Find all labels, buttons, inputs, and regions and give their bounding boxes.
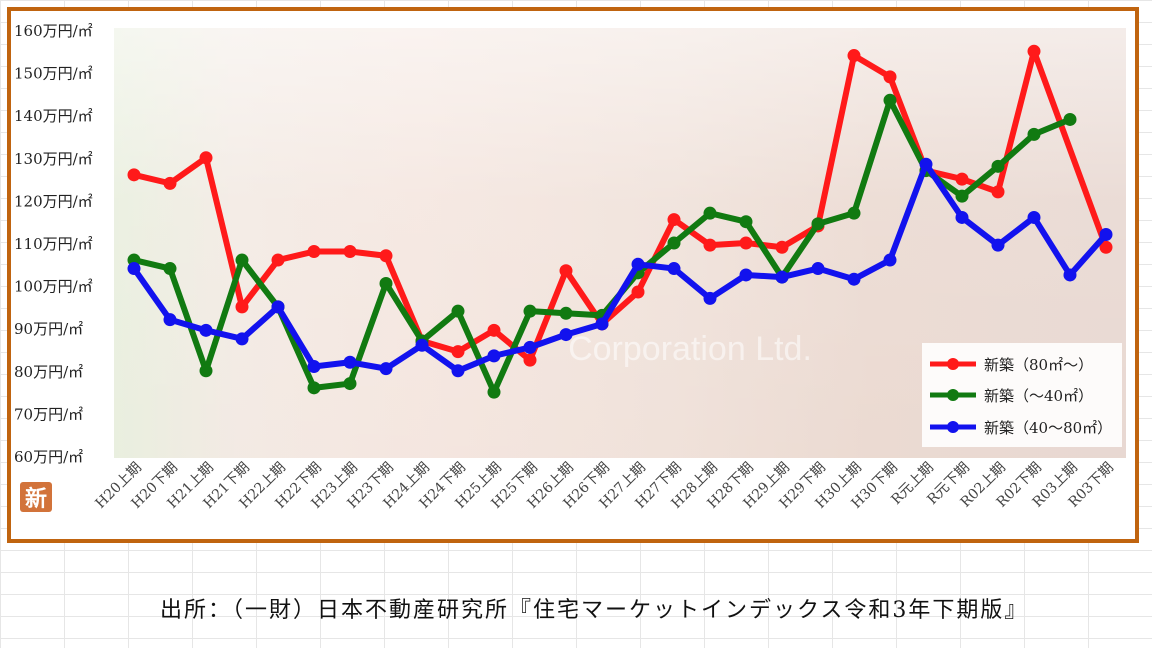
data-point [559, 264, 573, 278]
data-point [487, 323, 501, 337]
data-point [739, 215, 753, 229]
y-tick-label: 150万円/㎡ [14, 65, 93, 83]
data-point [739, 236, 753, 250]
data-point [163, 313, 177, 327]
data-point [1027, 210, 1041, 224]
data-point [991, 238, 1005, 252]
data-point [163, 176, 177, 190]
data-point [343, 355, 357, 369]
data-point [739, 268, 753, 282]
y-tick-label: 70万円/㎡ [14, 405, 83, 423]
legend-label: 新築（～40㎡） [984, 386, 1094, 405]
y-tick-label: 80万円/㎡ [14, 363, 83, 381]
y-tick-label: 60万円/㎡ [14, 448, 83, 466]
data-point [955, 210, 969, 224]
data-point [955, 189, 969, 203]
data-point [307, 360, 321, 374]
legend-item-series-2: 新築（～40㎡） [928, 380, 1093, 410]
data-point [703, 206, 717, 220]
data-point [595, 317, 609, 331]
y-tick-label: 100万円/㎡ [14, 278, 93, 296]
legend-swatch-green [930, 389, 976, 401]
data-point [415, 338, 429, 352]
data-point [451, 304, 465, 318]
data-point [811, 217, 825, 231]
data-point [127, 262, 141, 276]
data-point [1063, 112, 1077, 126]
data-point [487, 385, 501, 399]
data-point [523, 304, 537, 318]
data-point [1099, 240, 1113, 254]
data-point [343, 377, 357, 391]
source-caption: 出所：（一財）日本不動産研究所『住宅マーケットインデックス令和3年下期版』 [160, 598, 1029, 623]
data-point [1027, 44, 1041, 58]
data-point [631, 257, 645, 271]
legend-swatch-blue [930, 421, 976, 433]
data-point [883, 253, 897, 267]
data-point [379, 362, 393, 376]
data-point [343, 245, 357, 259]
data-point [307, 381, 321, 395]
legend-item-series-3: 新築（40～80㎡） [928, 412, 1112, 442]
data-point [451, 345, 465, 359]
data-point [379, 249, 393, 263]
data-point [631, 285, 645, 299]
data-point [559, 328, 573, 342]
chart-legend: 新築（80㎡～） 新築（～40㎡） 新築（40～80㎡） [922, 343, 1122, 447]
data-point [379, 276, 393, 290]
data-point [199, 364, 213, 378]
data-point [163, 262, 177, 276]
data-point [1099, 227, 1113, 241]
data-point [775, 270, 789, 284]
data-point [235, 332, 249, 346]
data-point [235, 253, 249, 267]
data-point [919, 157, 933, 171]
data-point [271, 300, 285, 314]
data-point [523, 340, 537, 354]
data-point [955, 172, 969, 186]
legend-label: 新築（80㎡～） [984, 355, 1094, 374]
data-point [811, 262, 825, 276]
data-point [1027, 127, 1041, 141]
data-point [847, 49, 861, 63]
y-tick-label: 90万円/㎡ [14, 320, 83, 338]
data-point [271, 253, 285, 267]
y-tick-label: 160万円/㎡ [14, 22, 93, 40]
data-point [307, 245, 321, 259]
data-point [235, 300, 249, 314]
y-tick-label: 120万円/㎡ [14, 192, 93, 210]
data-point [991, 185, 1005, 199]
data-point [199, 151, 213, 165]
data-point [667, 213, 681, 227]
data-point [775, 240, 789, 254]
legend-label: 新築（40～80㎡） [984, 418, 1113, 437]
data-point [667, 262, 681, 276]
data-point [991, 159, 1005, 173]
data-point [847, 206, 861, 220]
data-point [883, 70, 897, 84]
data-point [487, 349, 501, 363]
data-point [199, 323, 213, 337]
series-line-3 [131, 161, 1109, 374]
data-point [883, 93, 897, 107]
data-point [523, 353, 537, 367]
data-point [127, 168, 141, 182]
legend-item-series-1: 新築（80㎡～） [928, 349, 1093, 379]
data-point [559, 306, 573, 320]
data-point [847, 272, 861, 286]
y-tick-label: 140万円/㎡ [14, 107, 93, 125]
y-tick-label: 130万円/㎡ [14, 150, 93, 168]
data-point [451, 364, 465, 378]
y-tick-label: 110万円/㎡ [14, 235, 93, 253]
data-point [703, 238, 717, 252]
new-badge-icon: 新 [20, 482, 52, 512]
data-point [667, 236, 681, 250]
data-point [1063, 268, 1077, 282]
legend-swatch-red [930, 358, 976, 370]
watermark-text: Corporation Ltd. [568, 330, 812, 368]
data-point [703, 291, 717, 305]
